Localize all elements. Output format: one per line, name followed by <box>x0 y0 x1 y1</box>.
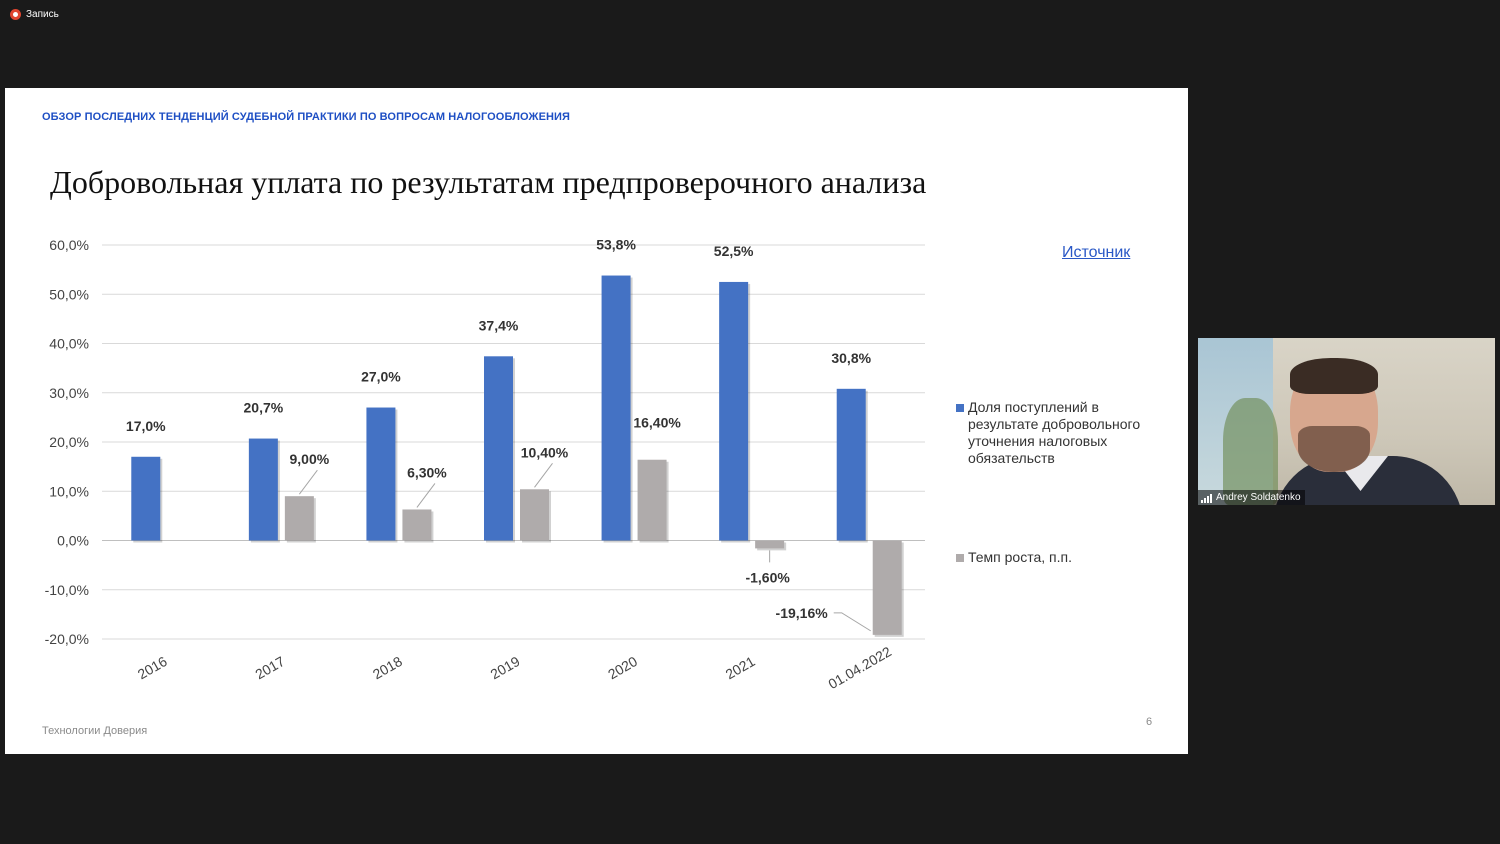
leader-line <box>833 612 871 632</box>
data-label-share: 37,4% <box>479 317 519 333</box>
y-tick-label: 10,0% <box>49 483 89 499</box>
legend-swatch-blue <box>956 404 964 412</box>
y-tick-label: 0,0% <box>57 533 89 549</box>
presentation-slide: ОБЗОР ПОСЛЕДНИХ ТЕНДЕНЦИЙ СУДЕБНОЙ ПРАКТ… <box>5 88 1188 754</box>
y-tick-label: 40,0% <box>49 336 89 352</box>
data-label-share: 30,8% <box>831 350 871 366</box>
x-tick-label: 2018 <box>370 653 405 683</box>
legend-item-share: Доля поступлений в результате добровольн… <box>956 399 1166 467</box>
y-tick-label: 30,0% <box>49 385 89 401</box>
source-link[interactable]: Источник <box>1062 244 1131 261</box>
x-tick-label: 01.04.2022 <box>825 643 894 692</box>
legend-label-share: Доля поступлений в результате добровольн… <box>968 399 1141 466</box>
participant-name-tag: Andrey Soldatenko <box>1198 490 1305 505</box>
data-label-share: 27,0% <box>361 369 401 385</box>
slide-title: Добровольная уплата по результатам предп… <box>50 164 927 200</box>
x-tick-label: 2021 <box>723 653 758 683</box>
bar-growth-2020 <box>637 459 667 541</box>
bar-growth-2017 <box>284 496 314 541</box>
bar-chart: 60,0% 50,0% 40,0% 30,0% 20,0% 10,0% 0,0% -10,0%… <box>45 237 925 692</box>
data-label-growth: -19,16% <box>776 605 829 621</box>
data-label-growth: -1,60% <box>745 569 790 585</box>
page-number: 6 <box>1146 716 1153 728</box>
bar-share-2016 <box>131 456 161 541</box>
data-label-growth: 9,00% <box>290 451 330 467</box>
y-tick-label: -20,0% <box>45 631 89 647</box>
x-tick-label: 2020 <box>605 653 640 683</box>
signal-icon <box>1201 494 1212 503</box>
data-label-share: 17,0% <box>126 418 166 434</box>
x-tick-label: 2019 <box>488 653 523 683</box>
participant-name: Andrey Soldatenko <box>1216 492 1301 503</box>
legend-label-growth: Темп роста, п.п. <box>968 549 1072 565</box>
recording-indicator: Запись <box>10 9 59 20</box>
data-label-share: 53,8% <box>596 237 636 253</box>
video-background-plant <box>1223 398 1278 505</box>
bar-share-2020 <box>601 275 631 541</box>
recording-label: Запись <box>26 9 59 20</box>
bar-growth-2021 <box>755 540 785 549</box>
bar-share-01.04.2022 <box>836 388 866 541</box>
leader-line <box>416 483 436 508</box>
data-label-share: 52,5% <box>714 243 754 259</box>
data-label-growth: 6,30% <box>407 464 447 480</box>
slide-footer: Технологии Доверия <box>42 725 148 737</box>
participant-hair <box>1290 358 1378 394</box>
bar-share-2021 <box>719 281 749 541</box>
slide-header: ОБЗОР ПОСЛЕДНИХ ТЕНДЕНЦИЙ СУДЕБНОЙ ПРАКТ… <box>42 111 571 123</box>
x-tick-label: 2016 <box>135 653 170 683</box>
participant-video[interactable]: Andrey Soldatenko <box>1198 338 1495 505</box>
y-tick-label: 60,0% <box>49 237 89 253</box>
legend-item-growth: Темп роста, п.п. <box>956 549 1166 566</box>
bar-share-2018 <box>366 407 396 541</box>
bar-growth-01.04.2022 <box>872 540 902 635</box>
bar-share-2017 <box>248 438 278 541</box>
bar-growth-2019 <box>520 489 549 541</box>
y-tick-label: -10,0% <box>45 582 89 598</box>
bar-growth-2018 <box>402 509 432 541</box>
data-label-growth: 10,40% <box>521 444 569 460</box>
bar-share-2019 <box>484 356 513 541</box>
data-label-share: 20,7% <box>244 400 284 416</box>
y-tick-label: 20,0% <box>49 434 89 450</box>
y-tick-label: 50,0% <box>49 286 89 302</box>
x-tick-label: 2017 <box>252 653 287 683</box>
data-label-growth: 16,40% <box>633 415 681 431</box>
leader-line <box>298 469 318 495</box>
leader-line <box>534 462 553 488</box>
participant-beard <box>1298 426 1370 472</box>
record-icon <box>10 9 21 20</box>
legend-swatch-gray <box>956 554 964 562</box>
